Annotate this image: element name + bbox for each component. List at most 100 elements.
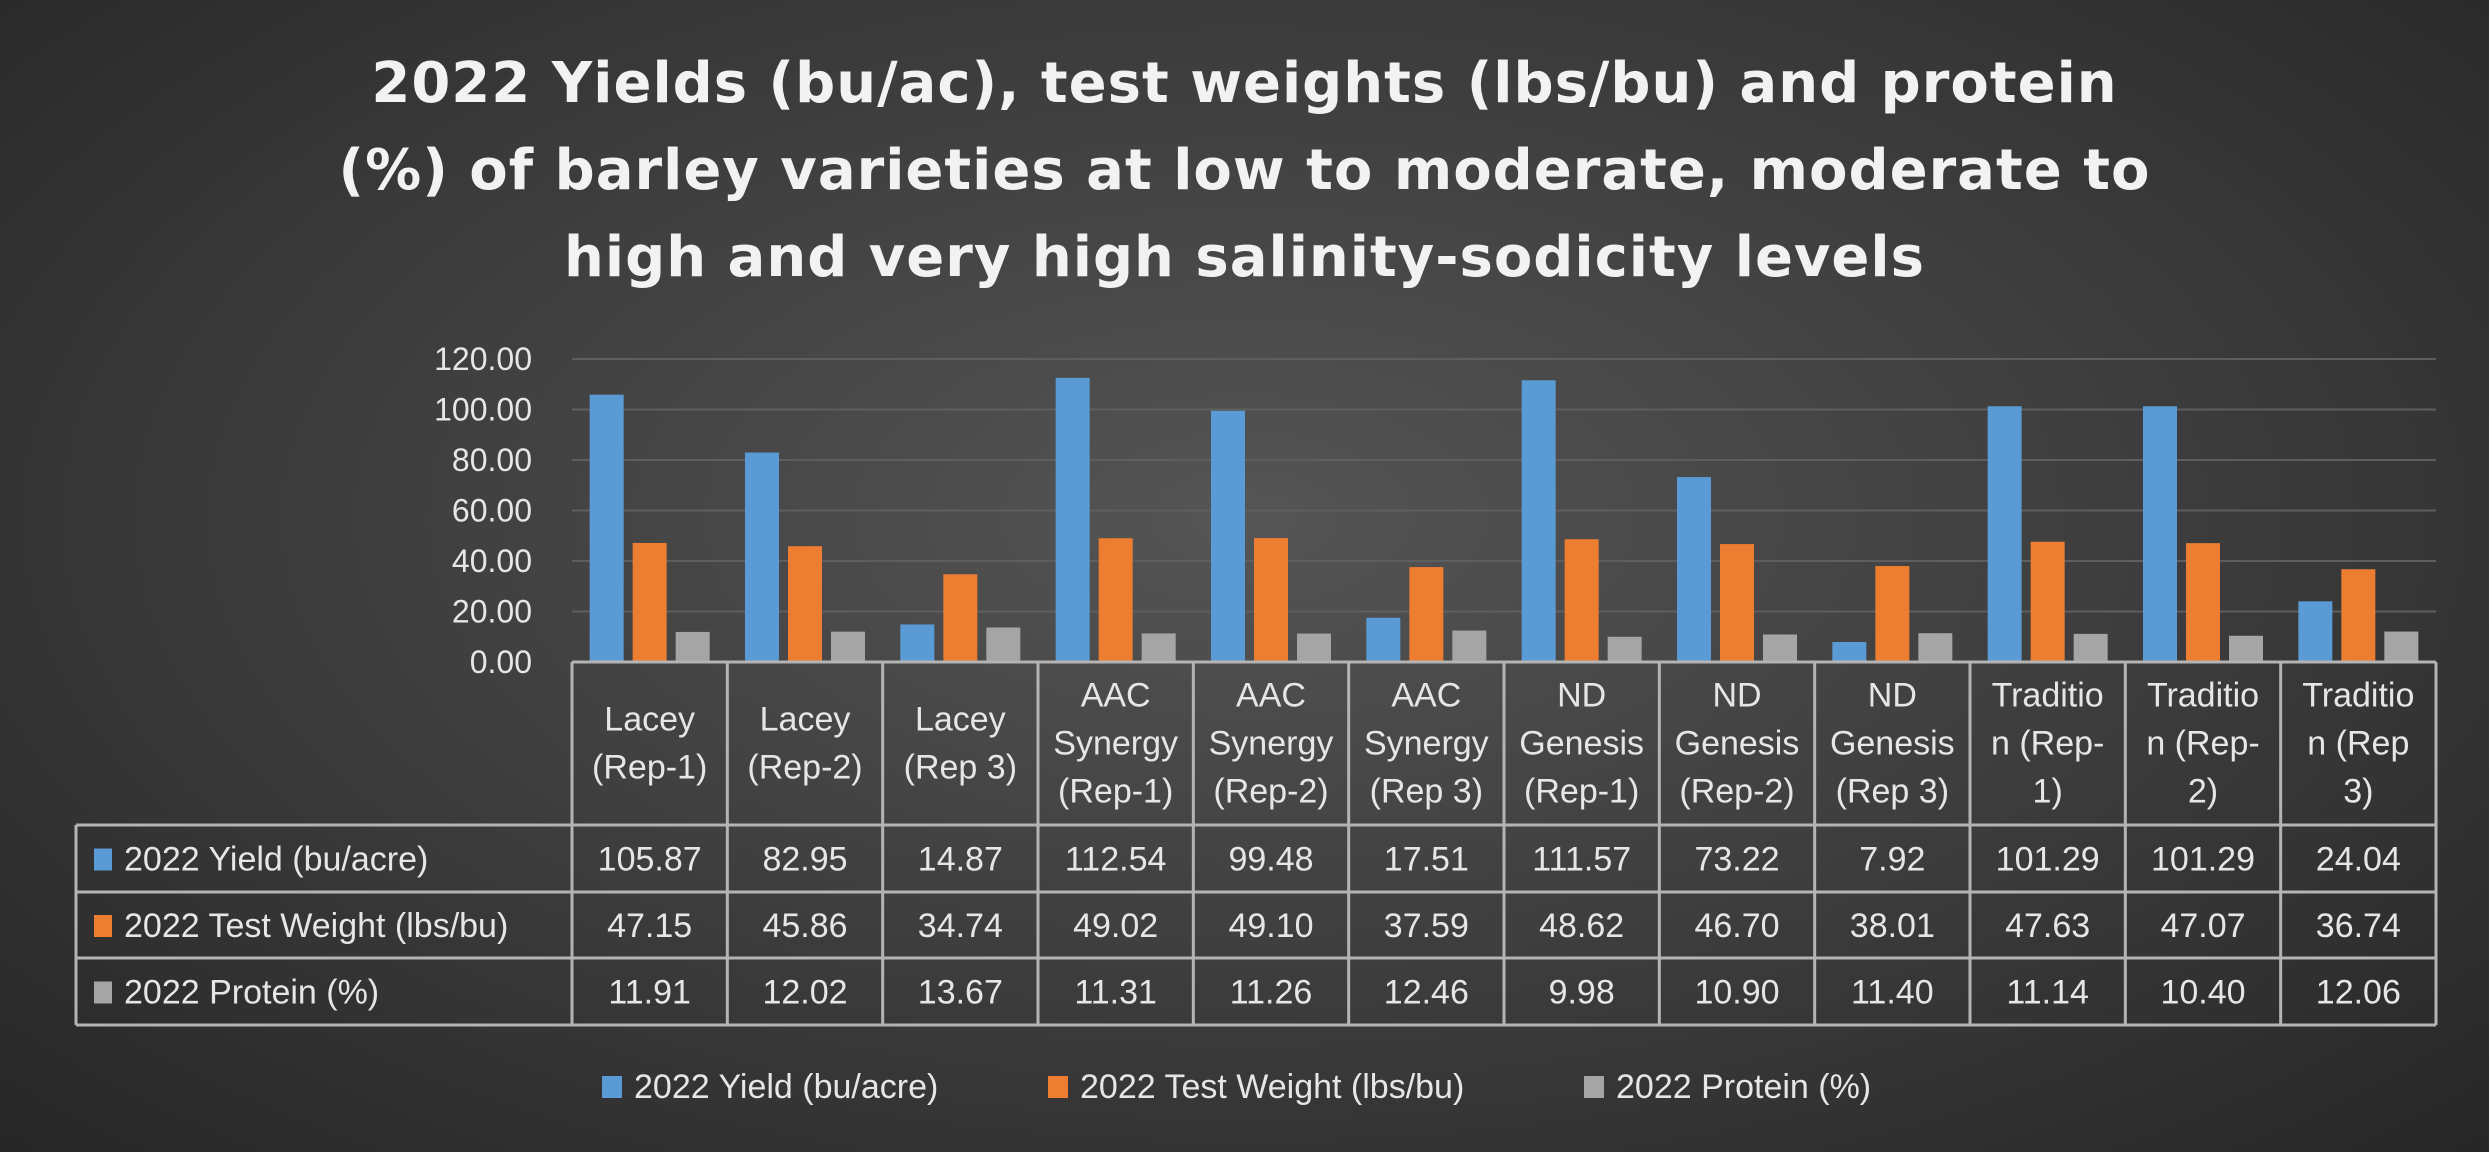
data-label: 36.74: [2316, 907, 2401, 945]
data-label: 11.31: [1074, 974, 1157, 1012]
y-tick-label: 60.00: [452, 493, 532, 529]
chart-title-line: 2022 Yields (bu/ac), test weights (lbs/b…: [371, 51, 2118, 116]
bar-1-8: [1875, 566, 1910, 662]
category-label: ND: [1712, 677, 1761, 715]
data-label: 10.40: [2160, 974, 2245, 1012]
data-label: 34.74: [918, 907, 1003, 945]
y-tick-label: 80.00: [452, 442, 532, 478]
category-label: (Rep-1): [592, 749, 707, 787]
category-label: Lacey: [760, 701, 851, 739]
legend-key-icon: [94, 848, 112, 871]
bar-1-9: [2030, 541, 2065, 662]
data-label: 12.06: [2316, 974, 2401, 1012]
bar-0-2: [900, 624, 935, 662]
bar-2-4: [1297, 633, 1331, 662]
data-label: 45.86: [762, 907, 847, 945]
data-label: 11.91: [608, 974, 691, 1012]
table-series-label: 2022 Test Weight (lbs/bu): [124, 907, 508, 945]
bar-2-9: [2073, 633, 2108, 662]
category-label: ND: [1557, 677, 1606, 715]
table-series-label: 2022 Protein (%): [124, 974, 379, 1012]
bar-1-4: [1254, 538, 1288, 662]
bar-2-6: [1607, 636, 1642, 662]
data-label: 11.40: [1851, 974, 1934, 1012]
bar-2-2: [986, 627, 1021, 662]
data-label: 49.02: [1073, 907, 1158, 945]
bar-1-3: [1098, 538, 1133, 662]
bar-0-6: [1521, 380, 1556, 662]
bar-1-7: [1720, 544, 1754, 662]
data-label: 11.26: [1230, 974, 1313, 1012]
bar-0-7: [1677, 477, 1711, 662]
bar-2-7: [1763, 634, 1797, 662]
data-label: 38.01: [1850, 907, 1935, 945]
bar-0-11: [2298, 601, 2333, 662]
bar-1-10: [2186, 543, 2220, 662]
category-label: Genesis: [1830, 725, 1955, 763]
category-label: Traditio: [2147, 677, 2259, 715]
data-label: 14.87: [918, 841, 1003, 879]
bar-0-0: [589, 394, 624, 662]
category-label: (Rep-2): [747, 749, 862, 787]
bar-0-5: [1366, 617, 1401, 662]
data-label: 82.95: [762, 841, 847, 879]
data-label: 73.22: [1694, 841, 1779, 879]
category-label: (Rep-1): [1524, 773, 1639, 811]
data-label: 12.02: [762, 974, 847, 1012]
category-label: Lacey: [604, 701, 695, 739]
data-label: 48.62: [1539, 907, 1624, 945]
category-label: ND: [1868, 677, 1917, 715]
category-label: (Rep 3): [904, 749, 1017, 787]
bar-0-8: [1832, 642, 1867, 662]
data-label: 47.15: [607, 907, 692, 945]
bar-1-0: [632, 542, 667, 662]
category-label: Traditio: [2302, 677, 2414, 715]
data-label: 101.29: [1996, 841, 2100, 879]
legend-key-icon: [94, 981, 112, 1004]
data-label: 111.57: [1532, 841, 1631, 879]
table-series-label: 2022 Yield (bu/acre): [124, 841, 428, 879]
data-label: 47.63: [2005, 907, 2090, 945]
data-label: 46.70: [1694, 907, 1779, 945]
category-label: 3): [2343, 773, 2373, 811]
legend-swatch-icon: [1048, 1076, 1068, 1098]
data-label: 105.87: [598, 841, 702, 879]
legend-swatch-icon: [1584, 1076, 1604, 1098]
y-tick-label: 100.00: [434, 392, 532, 428]
bar-2-10: [2229, 635, 2263, 662]
category-label: AAC: [1391, 677, 1461, 715]
category-label: Lacey: [915, 701, 1006, 739]
chart-title-line: (%) of barley varieties at low to modera…: [338, 138, 2151, 203]
category-label: AAC: [1236, 677, 1306, 715]
category-label: Synergy: [1364, 725, 1489, 763]
data-label: 37.59: [1384, 907, 1469, 945]
category-label: n (Rep: [2307, 725, 2409, 763]
bar-2-11: [2384, 631, 2419, 662]
bar-2-1: [831, 631, 865, 662]
y-tick-label: 20.00: [452, 594, 532, 630]
bar-0-9: [1987, 406, 2022, 662]
data-label: 112.54: [1065, 841, 1166, 879]
bar-1-2: [943, 574, 978, 662]
bar-1-5: [1409, 567, 1444, 662]
chart-title-line: high and very high salinity-sodicity lev…: [564, 225, 1925, 290]
category-label: (Rep-1): [1058, 773, 1173, 811]
y-tick-label: 40.00: [452, 543, 532, 579]
y-tick-label: 120.00: [434, 341, 532, 377]
category-label: 1): [2033, 773, 2063, 811]
category-label: AAC: [1081, 677, 1151, 715]
data-label: 7.92: [1859, 841, 1925, 879]
bar-2-0: [675, 631, 710, 662]
data-label: 101.29: [2151, 841, 2255, 879]
bar-0-1: [745, 452, 779, 662]
legend-swatch-icon: [602, 1076, 622, 1098]
category-label: 2): [2188, 773, 2218, 811]
legend-entry: 2022 Protein (%): [1616, 1068, 1871, 1106]
category-label: n (Rep-: [1991, 725, 2104, 763]
chart-title: 2022 Yields (bu/ac), test weights (lbs/b…: [0, 40, 2489, 301]
data-label: 13.67: [918, 974, 1003, 1012]
category-label: Synergy: [1053, 725, 1178, 763]
data-label: 12.46: [1384, 974, 1469, 1012]
data-label: 49.10: [1228, 907, 1313, 945]
